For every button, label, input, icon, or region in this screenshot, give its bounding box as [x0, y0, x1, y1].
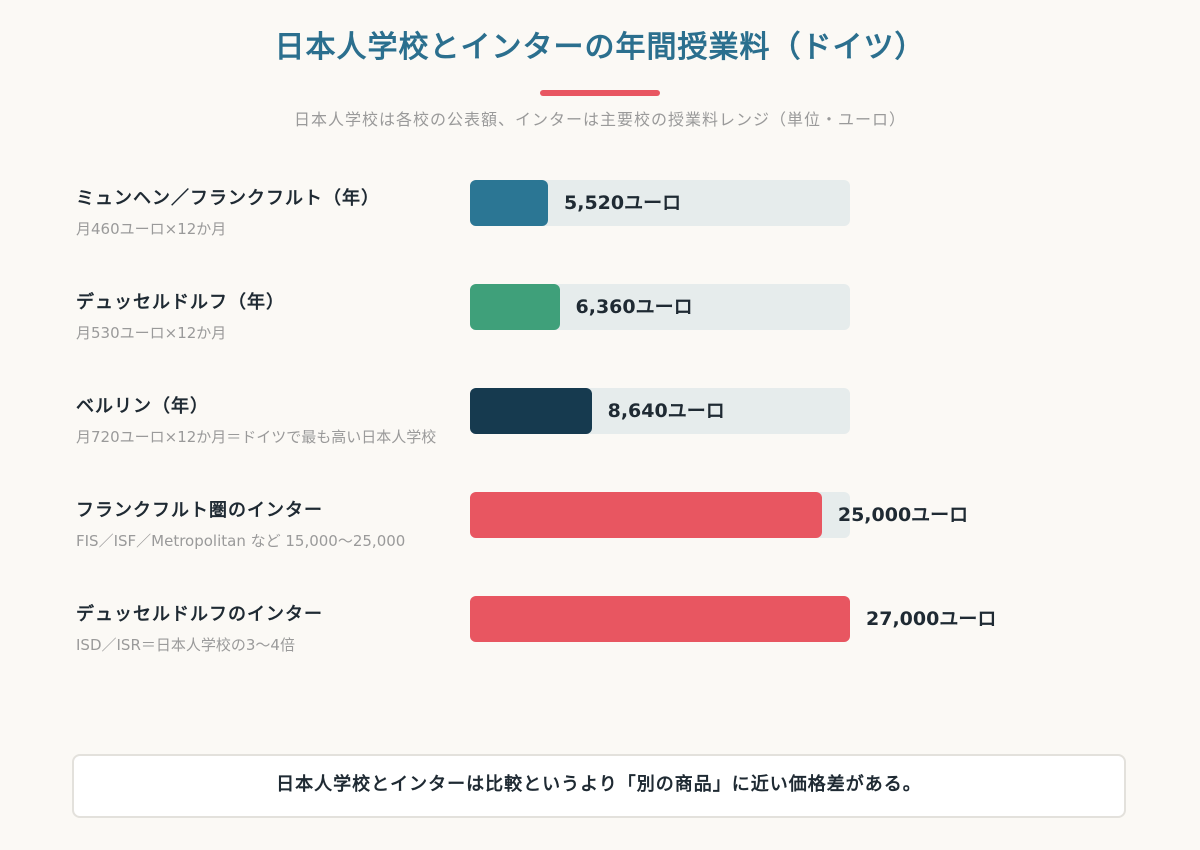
bar	[470, 284, 560, 330]
chart-title: 日本人学校とインターの年間授業料（ドイツ）	[274, 30, 926, 65]
title-underline	[540, 90, 660, 96]
row-label: ベルリン（年） 月720ユーロ×12か月＝ドイツで最も高い日本人学校	[76, 394, 466, 448]
bar	[470, 492, 822, 538]
row-label: フランクフルト圏のインター FIS／ISF／Metropolitan など 15,…	[76, 498, 466, 552]
value-label: 6,360ユーロ	[575, 296, 693, 318]
category-label: ミュンヘン／フランクフルト（年）	[76, 188, 380, 209]
category-note: ISD／ISR＝日本人学校の3〜4倍	[76, 636, 295, 654]
row-label: デュッセルドルフ（年） 月530ユーロ×12か月	[76, 290, 466, 344]
category-label: デュッセルドルフ（年）	[76, 292, 285, 313]
bar	[470, 388, 592, 434]
value-label: 25,000ユーロ	[837, 504, 969, 526]
value-label: 27,000ユーロ	[866, 608, 997, 630]
summary-note: 日本人学校とインターは比較というより「別の商品」に近い価格差がある。	[72, 754, 1126, 818]
category-note: 月720ユーロ×12か月＝ドイツで最も高い日本人学校	[76, 428, 437, 446]
value-label: 5,520ユーロ	[564, 192, 682, 214]
category-label: フランクフルト圏のインター	[76, 500, 323, 521]
chart-subtitle: 日本人学校は各校の公表額、インターは主要校の授業料レンジ（単位・ユーロ）	[293, 110, 906, 129]
category-label: ベルリン（年）	[76, 396, 209, 417]
row-label: ミュンヘン／フランクフルト（年） 月460ユーロ×12か月	[76, 186, 466, 240]
category-label: デュッセルドルフのインター	[76, 604, 323, 625]
value-label: 8,640ユーロ	[607, 400, 725, 422]
category-note: 月460ユーロ×12か月	[76, 220, 227, 238]
bar	[470, 180, 548, 226]
category-note: 月530ユーロ×12か月	[76, 324, 227, 342]
category-note: FIS／ISF／Metropolitan など 15,000〜25,000	[76, 532, 406, 550]
row-label: デュッセルドルフのインター ISD／ISR＝日本人学校の3〜4倍	[76, 602, 466, 656]
bar	[470, 596, 850, 642]
